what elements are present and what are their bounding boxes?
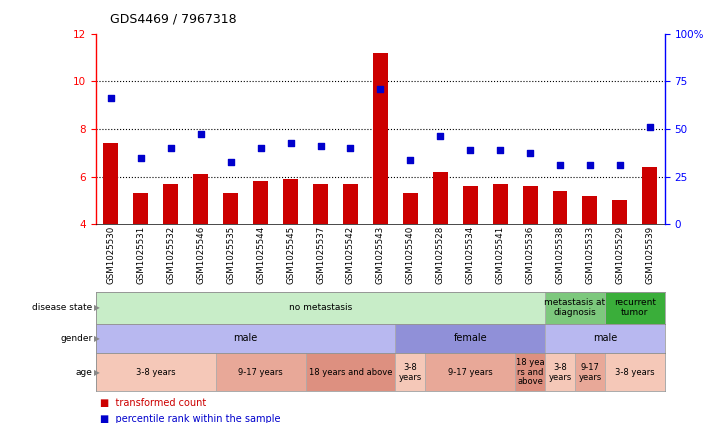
Bar <box>425 353 515 391</box>
Point <box>195 130 206 137</box>
Bar <box>642 167 657 224</box>
Text: GSM1025535: GSM1025535 <box>226 225 235 284</box>
Text: male: male <box>593 333 617 343</box>
Point <box>105 95 117 102</box>
Bar <box>313 184 328 224</box>
Text: 18 yea
rs and
above: 18 yea rs and above <box>515 358 545 387</box>
Text: GSM1025529: GSM1025529 <box>616 225 624 284</box>
Bar <box>545 324 665 353</box>
Bar <box>545 292 605 324</box>
Text: ■  transformed count: ■ transformed count <box>100 398 205 408</box>
Bar <box>96 353 215 391</box>
Text: female: female <box>454 333 487 343</box>
Bar <box>306 353 395 391</box>
Text: GSM1025541: GSM1025541 <box>496 225 505 284</box>
Bar <box>193 174 208 224</box>
Bar <box>223 193 238 224</box>
Text: GDS4469 / 7967318: GDS4469 / 7967318 <box>110 13 237 26</box>
Bar <box>433 172 448 224</box>
Text: ▶: ▶ <box>94 368 100 377</box>
Text: 18 years and above: 18 years and above <box>309 368 392 377</box>
Bar <box>612 201 627 224</box>
Text: GSM1025534: GSM1025534 <box>466 225 475 284</box>
Text: no metastasis: no metastasis <box>289 303 352 312</box>
Point <box>375 85 386 92</box>
Text: age: age <box>75 368 92 377</box>
Text: GSM1025531: GSM1025531 <box>137 225 145 284</box>
Bar <box>373 53 388 224</box>
Text: 3-8 years: 3-8 years <box>615 368 655 377</box>
Point <box>464 147 476 154</box>
Bar <box>545 353 575 391</box>
Bar <box>523 186 538 224</box>
Bar <box>552 191 567 224</box>
Point <box>434 133 446 140</box>
Point <box>225 159 236 166</box>
Text: ▶: ▶ <box>94 334 100 343</box>
Bar <box>395 324 545 353</box>
Text: ▶: ▶ <box>94 303 100 312</box>
Point <box>255 145 267 151</box>
Text: ■  percentile rank within the sample: ■ percentile rank within the sample <box>100 414 280 423</box>
Bar <box>515 353 545 391</box>
Point <box>555 161 566 168</box>
Text: 9-17 years: 9-17 years <box>448 368 493 377</box>
Bar <box>343 184 358 224</box>
Text: 9-17 years: 9-17 years <box>238 368 283 377</box>
Bar <box>104 143 119 224</box>
Bar <box>395 353 425 391</box>
Bar <box>582 196 597 224</box>
Text: GSM1025543: GSM1025543 <box>376 225 385 284</box>
Point <box>345 145 356 151</box>
Point <box>135 154 146 161</box>
Text: disease state: disease state <box>32 303 92 312</box>
Bar <box>463 186 478 224</box>
Point <box>165 145 176 151</box>
Bar <box>134 193 149 224</box>
Text: GSM1025542: GSM1025542 <box>346 225 355 284</box>
Text: GSM1025536: GSM1025536 <box>525 225 535 284</box>
Text: gender: gender <box>60 334 92 343</box>
Bar <box>605 353 665 391</box>
Text: GSM1025537: GSM1025537 <box>316 225 325 284</box>
Text: GSM1025546: GSM1025546 <box>196 225 205 284</box>
Text: recurrent
tumor: recurrent tumor <box>614 298 656 317</box>
Point <box>584 161 596 168</box>
Text: GSM1025538: GSM1025538 <box>555 225 565 284</box>
Bar <box>403 193 418 224</box>
Text: GSM1025545: GSM1025545 <box>286 225 295 284</box>
Bar <box>96 292 545 324</box>
Text: GSM1025539: GSM1025539 <box>646 225 654 284</box>
Point <box>644 123 656 130</box>
Text: GSM1025544: GSM1025544 <box>256 225 265 284</box>
Text: GSM1025528: GSM1025528 <box>436 225 445 284</box>
Bar <box>164 184 178 224</box>
Text: 3-8
years: 3-8 years <box>399 363 422 382</box>
Text: male: male <box>233 333 258 343</box>
Point <box>285 140 296 147</box>
Bar <box>215 353 306 391</box>
Bar <box>575 353 605 391</box>
Text: 9-17
years: 9-17 years <box>578 363 602 382</box>
Text: GSM1025530: GSM1025530 <box>107 225 115 284</box>
Bar <box>605 292 665 324</box>
Text: GSM1025533: GSM1025533 <box>585 225 594 284</box>
Bar <box>283 179 298 224</box>
Point <box>315 142 326 149</box>
Point <box>614 161 626 168</box>
Bar <box>253 181 268 224</box>
Text: metastasis at
diagnosis: metastasis at diagnosis <box>545 298 606 317</box>
Text: GSM1025532: GSM1025532 <box>166 225 176 284</box>
Point <box>494 147 506 154</box>
Bar <box>96 324 395 353</box>
Point <box>405 157 416 163</box>
Text: 3-8
years: 3-8 years <box>548 363 572 382</box>
Text: GSM1025540: GSM1025540 <box>406 225 415 284</box>
Text: 3-8 years: 3-8 years <box>136 368 176 377</box>
Point <box>525 149 536 156</box>
Bar <box>493 184 508 224</box>
